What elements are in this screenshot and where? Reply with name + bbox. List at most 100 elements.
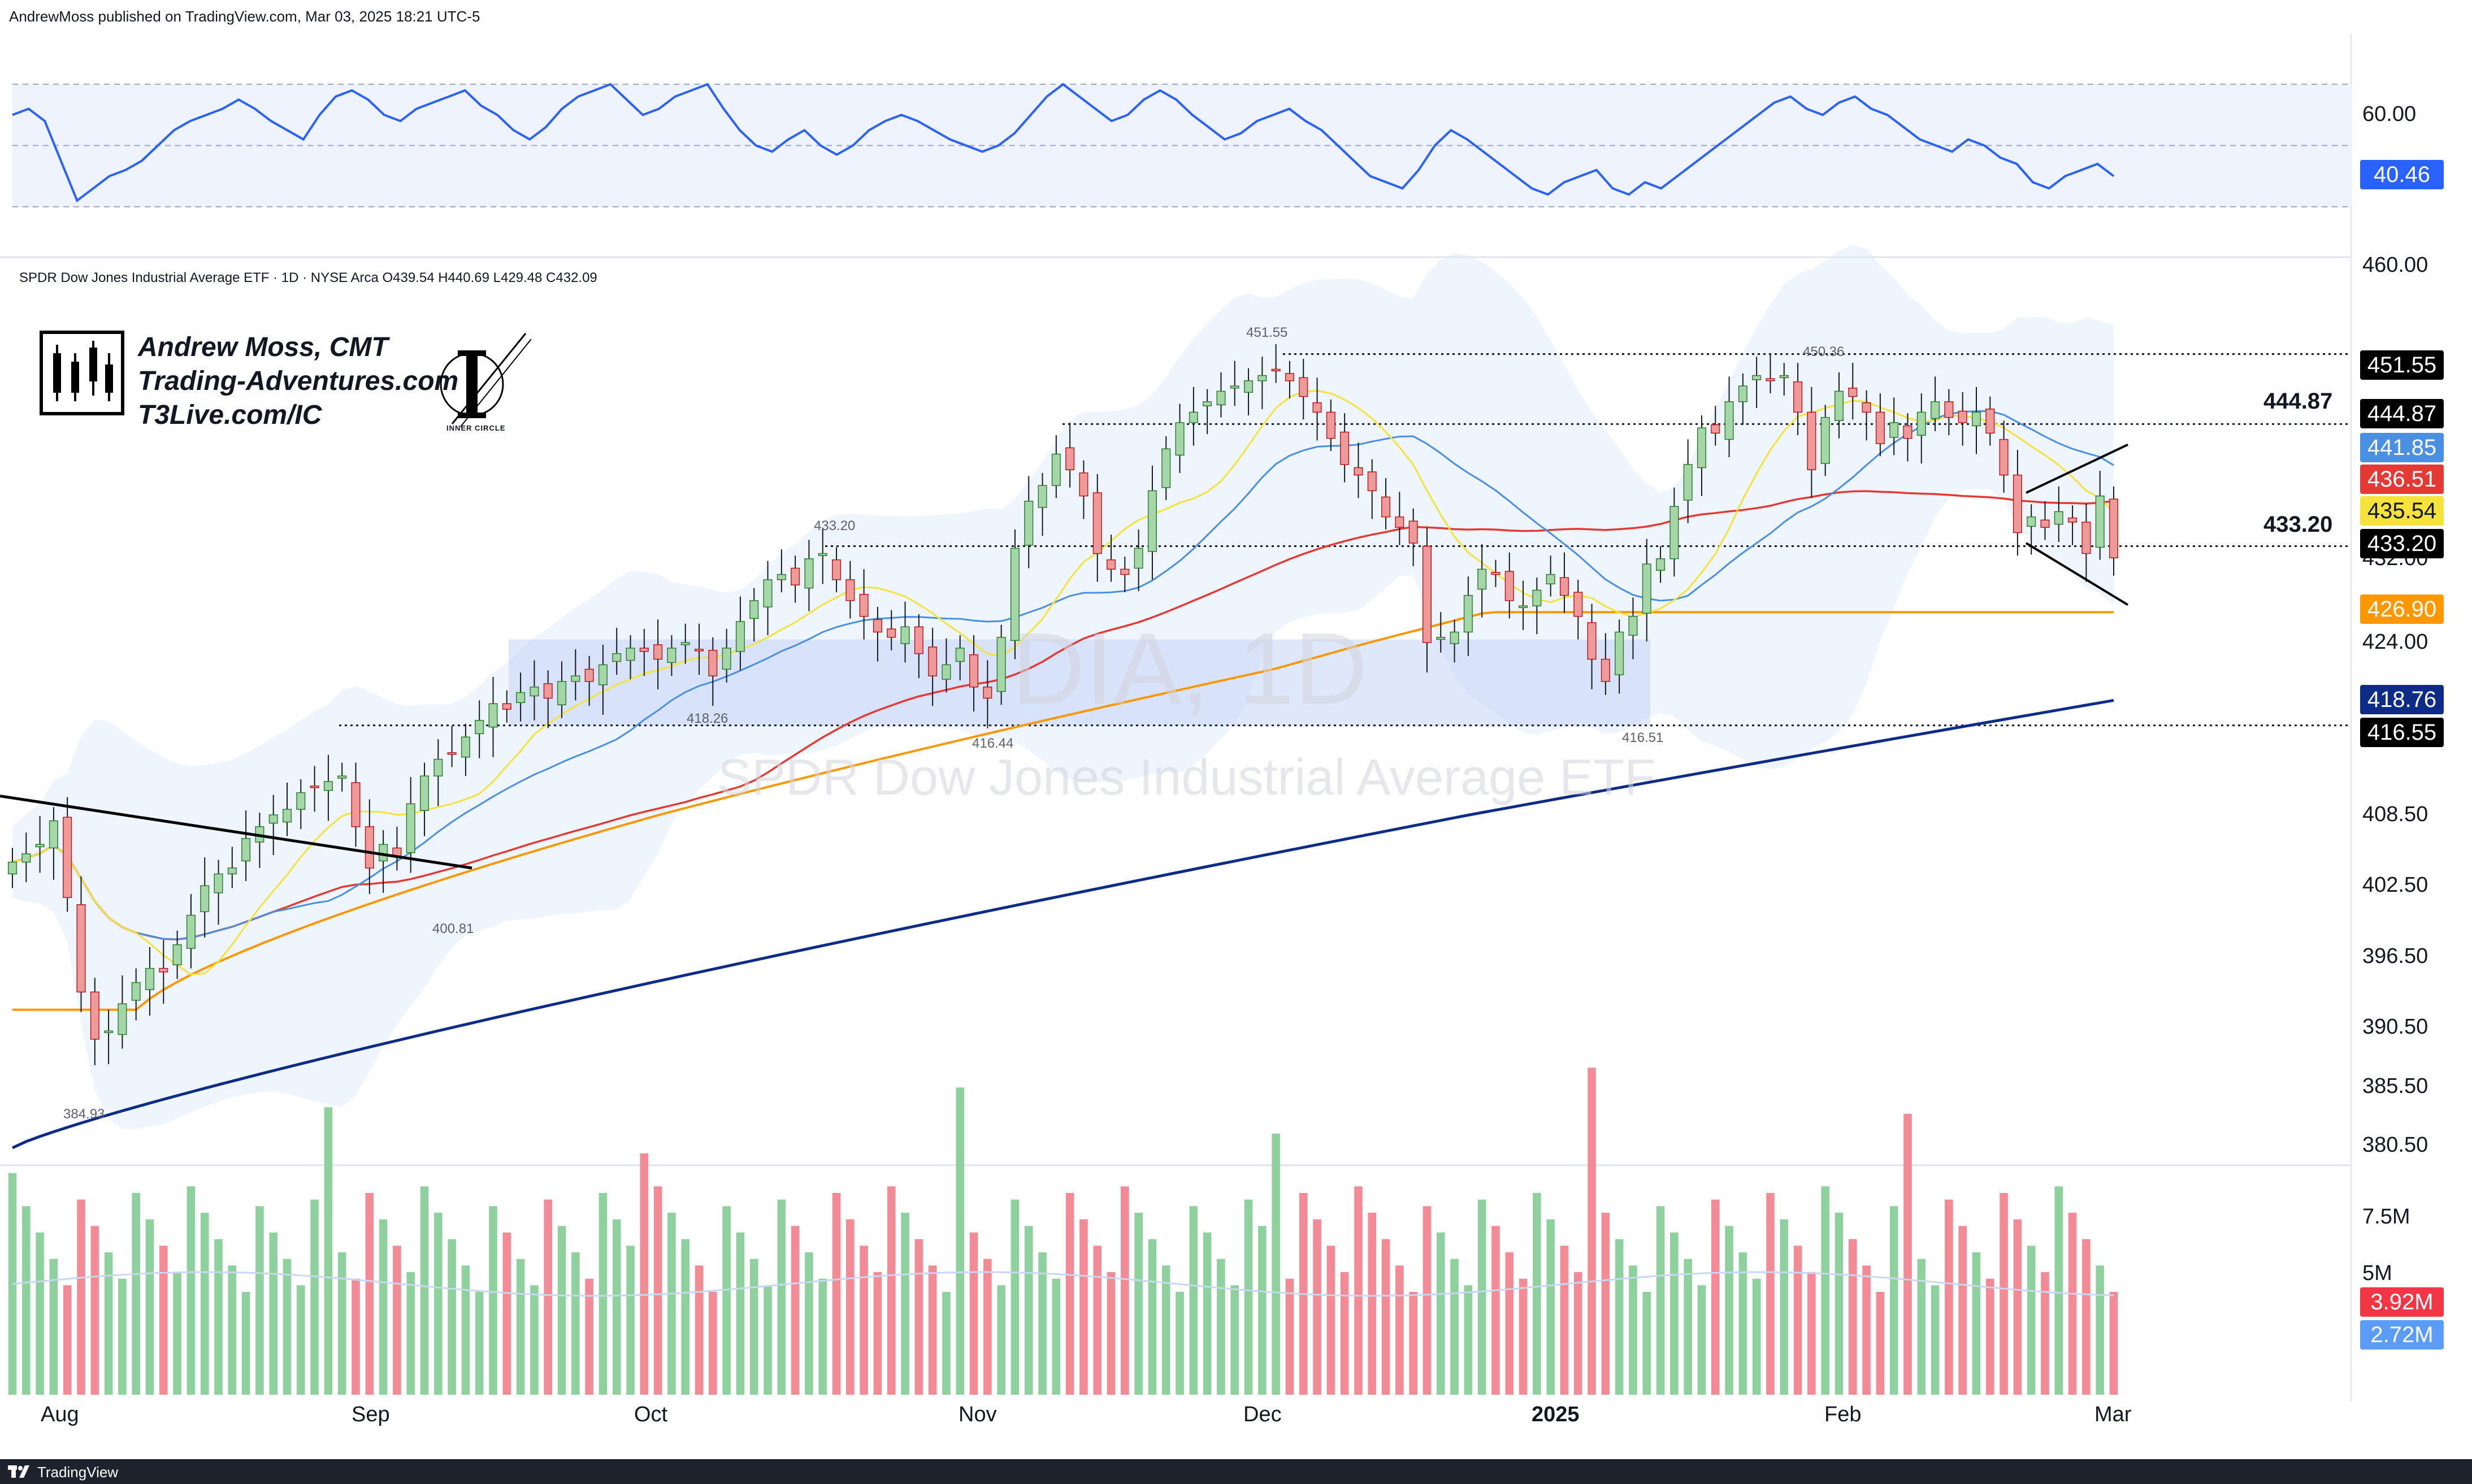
- candle: [35, 816, 45, 873]
- candle: [557, 661, 567, 718]
- time-axis-label: Oct: [634, 1403, 668, 1426]
- candle: [323, 754, 333, 821]
- volume-bar: [805, 1252, 813, 1395]
- volume-bar: [77, 1199, 85, 1395]
- candle-body: [447, 752, 457, 755]
- candle: [1766, 353, 1775, 394]
- candle-body: [227, 867, 237, 875]
- volume-bar: [1285, 1278, 1294, 1395]
- price-annotation: 384.93: [63, 1107, 105, 1122]
- volume-bar: [365, 1193, 374, 1395]
- candle-body: [502, 703, 511, 710]
- candle: [612, 628, 622, 675]
- candle: [1450, 619, 1459, 663]
- candle: [63, 797, 72, 912]
- candle-body: [49, 820, 58, 849]
- price-tag: 416.55: [2360, 718, 2444, 747]
- candle: [1312, 377, 1322, 441]
- volume-bar: [1244, 1199, 1253, 1395]
- volume-bar: [818, 1278, 827, 1395]
- candle-body: [749, 600, 759, 619]
- candle: [145, 947, 155, 1016]
- volume-bar: [1835, 1213, 1844, 1395]
- candle: [845, 561, 855, 619]
- price-tag: 436.51: [2360, 465, 2444, 494]
- candle-body: [1875, 411, 1885, 444]
- candle: [1656, 546, 1666, 583]
- level-side-label: 433.20: [2263, 512, 2333, 537]
- volume-bar: [1917, 1259, 1926, 1395]
- candle: [1120, 557, 1130, 593]
- volume-bar: [1368, 1213, 1377, 1395]
- candle: [1931, 376, 1940, 431]
- candle-body: [1916, 411, 1926, 436]
- candle: [694, 623, 704, 675]
- candle-body: [2054, 511, 2063, 525]
- candle-body: [1615, 631, 1624, 675]
- candle: [1889, 397, 1899, 455]
- volume-bar: [337, 1252, 346, 1395]
- candle: [1244, 368, 1254, 415]
- candle-body: [365, 826, 374, 869]
- candle: [1436, 612, 1446, 653]
- candle: [1958, 392, 1967, 446]
- volume-bar: [1519, 1278, 1528, 1395]
- volume-bar: [2082, 1239, 2091, 1395]
- candle-body: [1889, 422, 1899, 438]
- candle-body: [76, 904, 86, 993]
- candle-body: [530, 686, 539, 697]
- volume-bar: [887, 1186, 896, 1395]
- candle-body: [1367, 471, 1377, 492]
- candle: [887, 610, 896, 650]
- candle: [1161, 436, 1171, 501]
- volume-bar: [1065, 1193, 1074, 1395]
- candle: [1257, 357, 1267, 409]
- candle: [1559, 552, 1569, 614]
- price-axis-label: 396.50: [2362, 944, 2428, 968]
- candle: [1546, 556, 1555, 597]
- candle-body: [804, 558, 814, 589]
- candle-body: [708, 650, 718, 676]
- candle-body: [1848, 388, 1858, 397]
- candle-body: [1161, 448, 1171, 488]
- candle: [2109, 486, 2119, 576]
- volume-bar: [709, 1292, 717, 1395]
- candle-body: [1422, 545, 1432, 643]
- candle-body: [1147, 490, 1157, 552]
- candle: [735, 596, 745, 671]
- candle-body: [131, 982, 141, 1001]
- time-axis-label: Mar: [2094, 1403, 2132, 1426]
- volume-bar: [1958, 1226, 1967, 1395]
- volume-bar: [1725, 1226, 1733, 1395]
- candle: [983, 660, 992, 728]
- candle-body: [1642, 563, 1651, 614]
- candle: [1299, 358, 1308, 420]
- volume-bar: [1464, 1285, 1473, 1395]
- rsi-axis-label: 60.00: [2362, 102, 2417, 127]
- candle: [1271, 344, 1281, 383]
- wedge-upper-line: [2026, 444, 2128, 494]
- volume-bar: [1588, 1068, 1596, 1395]
- candle-body: [323, 781, 333, 791]
- candle: [804, 540, 814, 611]
- candle: [1285, 361, 1295, 399]
- candle-body: [1999, 439, 2009, 476]
- volume-bar: [956, 1087, 965, 1395]
- volume-bar: [489, 1206, 497, 1395]
- volume-bar: [1848, 1239, 1857, 1395]
- candle-body: [1038, 485, 1047, 508]
- candle: [488, 677, 498, 757]
- tradingview-logo-icon: [8, 1465, 29, 1478]
- candle-body: [118, 1003, 127, 1035]
- candle: [1724, 376, 1734, 458]
- volume-bar: [1903, 1114, 1912, 1395]
- volume-bar: [1601, 1213, 1610, 1395]
- candle-body: [2013, 474, 2022, 533]
- candle: [996, 624, 1006, 705]
- author-name: Andrew Moss, CMT: [138, 332, 388, 362]
- candle-body: [1175, 422, 1185, 456]
- inner-circle-logo-icon: [440, 333, 531, 427]
- candle: [200, 857, 210, 938]
- candle-body: [1354, 467, 1363, 476]
